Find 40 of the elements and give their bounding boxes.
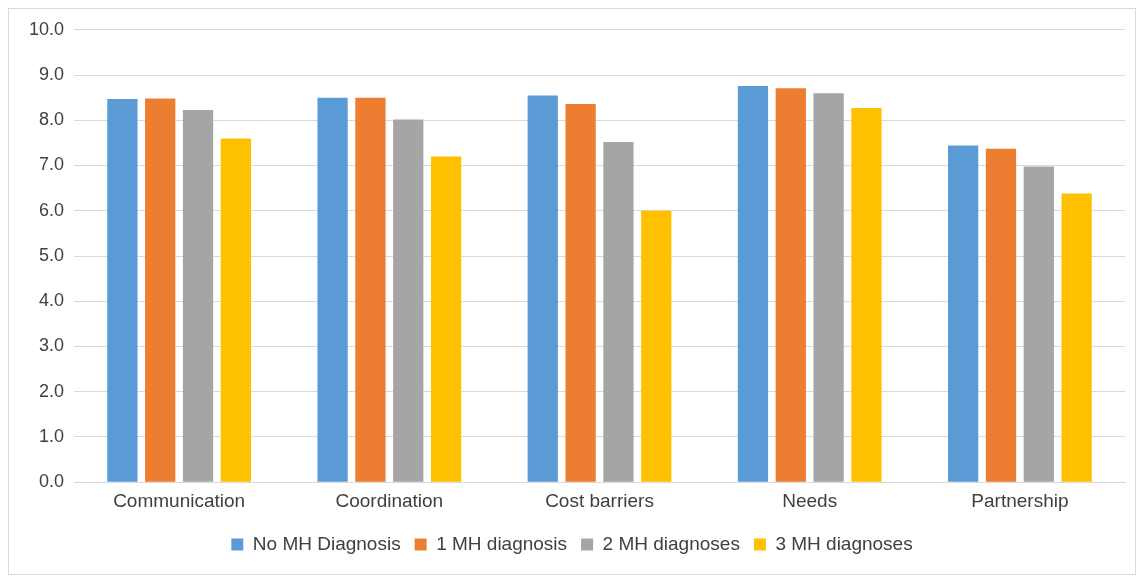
- bar: [641, 210, 672, 482]
- bar: [948, 145, 979, 482]
- x-tick-label: Coordination: [335, 489, 444, 511]
- y-tick-label: 0.0: [39, 471, 65, 492]
- bar: [737, 85, 769, 482]
- bar: [1023, 166, 1054, 482]
- y-tick-label: 3.0: [39, 335, 65, 356]
- bar: [220, 138, 252, 482]
- x-tick-label: Needs: [782, 489, 838, 511]
- bar: [603, 142, 634, 482]
- bar: [355, 97, 386, 482]
- bar: [565, 103, 596, 482]
- x-tick-label: Cost barriers: [545, 489, 654, 511]
- legend-label: 2 MH diagnoses: [602, 532, 740, 554]
- bar: [1061, 193, 1092, 482]
- bar: [393, 119, 424, 482]
- legend-label: 3 MH diagnoses: [775, 532, 913, 554]
- bar: [107, 99, 138, 482]
- x-tick-label: Partnership: [971, 489, 1069, 511]
- y-tick-label: 7.0: [39, 154, 65, 175]
- bar: [813, 93, 844, 482]
- bar: [145, 98, 176, 482]
- bar: [430, 156, 462, 482]
- bar: [317, 97, 348, 482]
- y-tick-label: 9.0: [39, 64, 65, 85]
- bar: [527, 95, 558, 482]
- y-tick-label: 2.0: [39, 380, 65, 401]
- y-tick-label: 10.0: [28, 18, 65, 39]
- y-tick-label: 5.0: [39, 244, 65, 265]
- bar: [775, 88, 806, 482]
- y-tick-label: 8.0: [39, 109, 65, 130]
- y-tick-label: 6.0: [39, 199, 65, 220]
- y-tick-label: 1.0: [39, 425, 65, 446]
- bar: [851, 108, 882, 482]
- legend-label: No MH Diagnosis: [252, 532, 401, 554]
- bar: [985, 148, 1017, 482]
- x-tick-label: Communication: [113, 489, 246, 511]
- y-tick-label: 4.0: [39, 290, 65, 311]
- legend-label: 1 MH diagnosis: [436, 532, 568, 554]
- bar: [182, 109, 214, 482]
